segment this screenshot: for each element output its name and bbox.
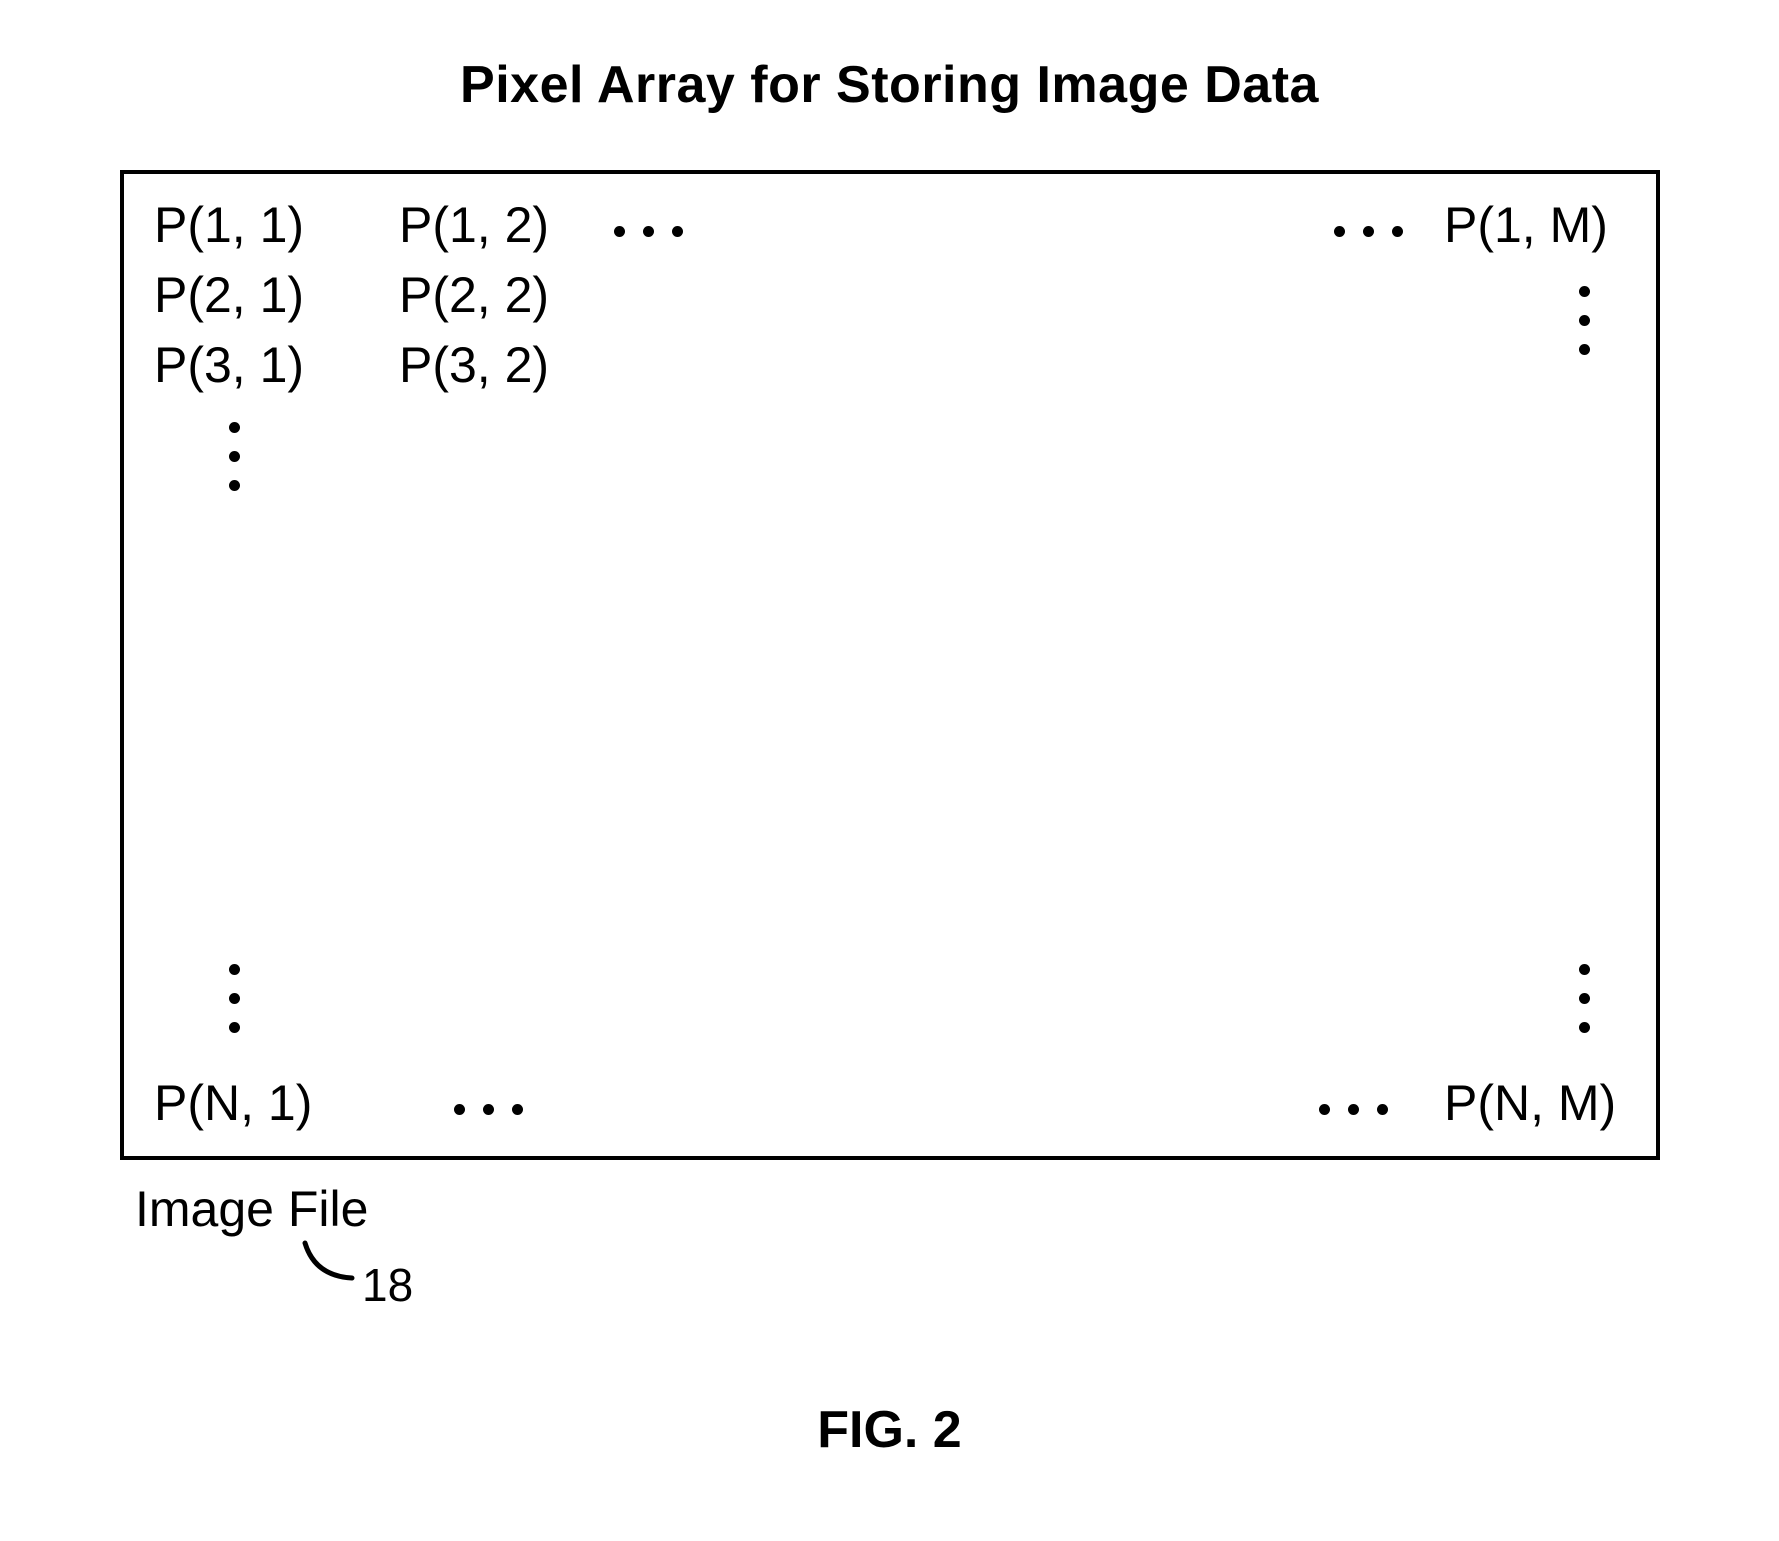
ellipsis-icon xyxy=(454,1104,523,1115)
ellipsis-icon xyxy=(614,226,683,237)
cell-p-2-2: P(2, 2) xyxy=(399,266,549,324)
vertical-ellipsis-icon xyxy=(1579,964,1590,1033)
reference-number: 18 xyxy=(362,1258,413,1312)
cell-p-2-1: P(2, 1) xyxy=(154,266,304,324)
vertical-ellipsis-icon xyxy=(1579,286,1590,355)
vertical-ellipsis-icon xyxy=(229,422,240,491)
image-file-label: Image File xyxy=(135,1180,368,1238)
cell-p-n-1: P(N, 1) xyxy=(154,1074,312,1132)
cell-p-1-1: P(1, 1) xyxy=(154,196,304,254)
diagram-title: Pixel Array for Storing Image Data xyxy=(0,55,1779,115)
cell-p-3-1: P(3, 1) xyxy=(154,336,304,394)
pixel-array-box: P(1, 1) P(1, 2) P(1, M) P(2, 1) P(2, 2) … xyxy=(120,170,1660,1160)
cell-p-n-m: P(N, M) xyxy=(1444,1074,1616,1132)
leader-line-icon xyxy=(300,1238,360,1298)
vertical-ellipsis-icon xyxy=(229,964,240,1033)
ellipsis-icon xyxy=(1319,1104,1388,1115)
cell-p-1-m: P(1, M) xyxy=(1444,196,1608,254)
cell-p-1-2: P(1, 2) xyxy=(399,196,549,254)
cell-p-3-2: P(3, 2) xyxy=(399,336,549,394)
figure-label: FIG. 2 xyxy=(0,1400,1779,1460)
page-root: Pixel Array for Storing Image Data P(1, … xyxy=(0,0,1779,1541)
ellipsis-icon xyxy=(1334,226,1403,237)
